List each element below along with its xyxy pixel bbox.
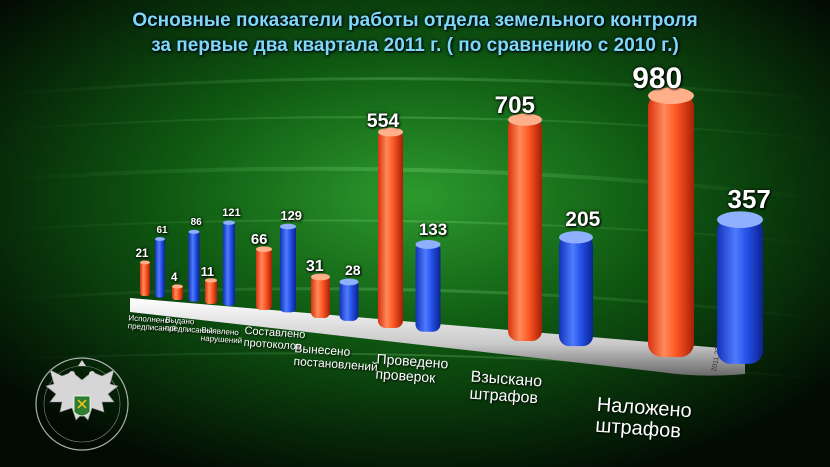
bar-2010-top — [280, 223, 296, 230]
data-label-2011: 21 — [135, 248, 149, 261]
chart-title: Основные показатели работы отдела земель… — [0, 8, 830, 58]
data-label-2010: 133 — [418, 220, 448, 240]
data-label-2010: 61 — [156, 224, 168, 236]
bar-2010 — [717, 217, 763, 364]
bar-2011-top — [140, 260, 150, 265]
bar-2010-top — [223, 220, 235, 225]
bar-2010 — [223, 220, 235, 306]
bar-2010-top — [415, 240, 441, 250]
bar-2010 — [559, 235, 593, 347]
data-label-2011: 4 — [170, 272, 178, 285]
bar-2011-top — [311, 273, 330, 281]
bar-2011 — [378, 130, 403, 328]
category-label: Взыскано штрафов — [469, 369, 543, 408]
data-label-2010: 205 — [565, 207, 601, 231]
bar-2010-top — [717, 211, 763, 228]
bar-2010-top — [155, 237, 165, 241]
data-label-2011: 66 — [250, 230, 268, 248]
bar-2010 — [280, 224, 296, 313]
bar-2011 — [205, 278, 217, 304]
bar-2010 — [155, 237, 165, 298]
data-label-2010: 121 — [222, 206, 241, 219]
data-label-2010: 357 — [727, 183, 771, 214]
bar-2011-top — [256, 246, 272, 253]
data-label-2011: 11 — [200, 264, 215, 279]
data-label-2011: 705 — [494, 92, 535, 120]
double-headed-eagle-emblem-icon — [35, 357, 129, 451]
bar-2011 — [140, 260, 150, 296]
chart-base-platform — [130, 298, 745, 376]
data-label-2011: 554 — [366, 109, 400, 132]
bar-2010-top — [559, 231, 593, 244]
bar-2010-top — [188, 229, 200, 234]
category-label: Наложено штрафов — [595, 394, 693, 444]
data-label-2010: 86 — [190, 217, 202, 229]
data-label-2011: 980 — [632, 62, 683, 96]
data-label-2010: 129 — [280, 208, 303, 224]
category-label: Вынесено постановлений — [293, 341, 379, 373]
data-label-2010: 28 — [345, 262, 361, 279]
bar-2011 — [311, 274, 330, 318]
bar-2010-top — [339, 278, 359, 286]
bar-2011-top — [378, 127, 403, 137]
chart-title-line-2: за первые два квартала 2011 г. ( по срав… — [151, 35, 679, 56]
bar-2011-top — [205, 278, 217, 283]
chart-title-line-1: Основные показатели работы отдела земель… — [132, 10, 698, 31]
category-label: Проведено проверок — [375, 351, 449, 386]
bar-2011-top — [508, 113, 542, 126]
bar-2011 — [508, 117, 542, 341]
bar-2011 — [256, 247, 272, 310]
category-label: Выявлено нарушений — [200, 326, 243, 347]
bar-2010 — [415, 242, 441, 332]
bar-2010 — [339, 279, 359, 321]
bar-2011-top — [648, 87, 694, 104]
data-label-2011: 31 — [305, 257, 324, 276]
bar-2010 — [188, 229, 200, 302]
bar-2011 — [172, 284, 183, 300]
bar-2011 — [648, 93, 694, 357]
bar-2011-top — [172, 284, 183, 289]
